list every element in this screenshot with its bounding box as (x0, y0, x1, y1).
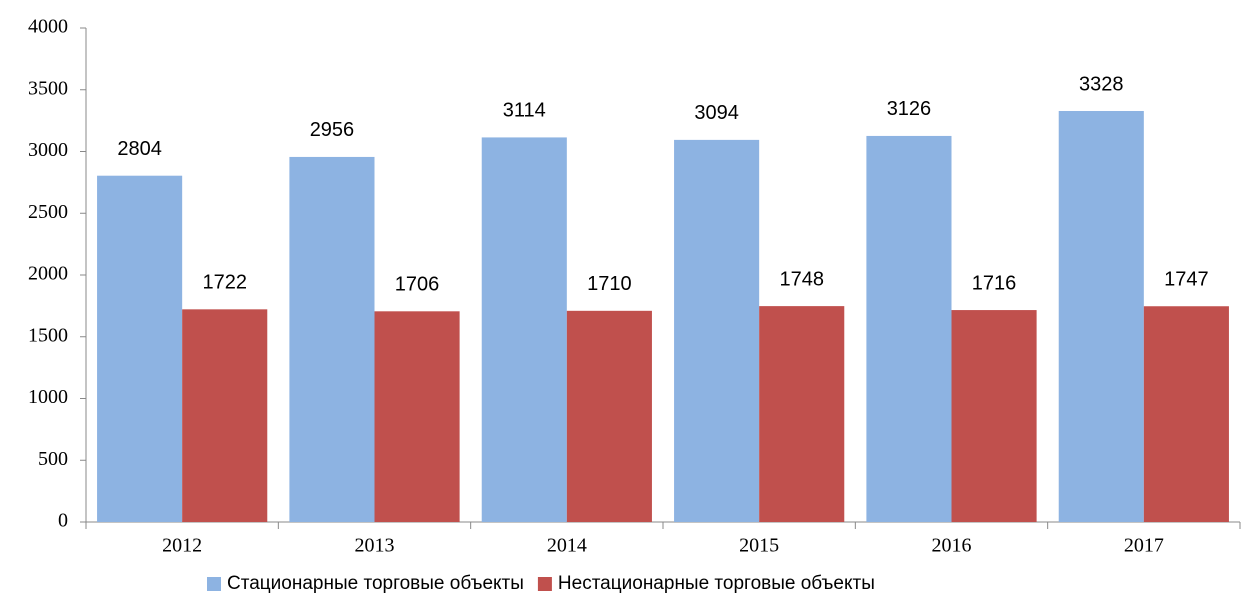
data-label: 3094 (694, 102, 739, 124)
data-label: 1710 (587, 273, 632, 295)
y-tick-label: 500 (38, 448, 68, 470)
x-tick-label: 2016 (932, 535, 972, 557)
y-tick-label: 2500 (28, 201, 68, 223)
y-tick-label: 1500 (28, 324, 68, 346)
bar (97, 175, 183, 522)
data-label: 1706 (395, 274, 440, 296)
bar (1058, 110, 1144, 522)
data-label: 1748 (779, 268, 824, 290)
data-label: 3126 (887, 98, 932, 120)
data-label: 1747 (1164, 269, 1209, 291)
bar (481, 137, 567, 522)
x-tick-label: 2017 (1124, 535, 1164, 557)
bar (951, 310, 1037, 522)
legend-label: Стационарные торговые объекты (227, 573, 524, 594)
bar (289, 156, 375, 522)
bar (674, 139, 760, 523)
data-label: 1716 (972, 272, 1017, 294)
data-label: 3328 (1079, 73, 1124, 95)
data-label: 1722 (202, 272, 247, 294)
y-tick-label: 2000 (28, 263, 68, 285)
bar (182, 309, 268, 522)
x-tick-label: 2015 (739, 535, 779, 557)
legend-swatch (537, 577, 552, 591)
data-label: 2956 (310, 119, 355, 141)
data-label: 2804 (117, 138, 162, 160)
y-tick-label: 1000 (28, 386, 68, 408)
y-tick-label: 0 (58, 510, 68, 532)
bar (759, 306, 845, 522)
legend-label: Нестационарные торговые объекты (558, 573, 875, 594)
bar (374, 311, 460, 522)
y-tick-label: 3500 (28, 77, 68, 99)
y-tick-label: 3000 (28, 139, 68, 161)
x-tick-label: 2013 (355, 535, 395, 557)
legend-swatch (207, 577, 221, 591)
y-tick-label: 4000 (28, 16, 68, 38)
x-tick-label: 2012 (162, 535, 202, 557)
bar (1143, 306, 1229, 522)
bar (566, 310, 652, 522)
x-tick-label: 2014 (547, 535, 587, 557)
data-label: 3114 (503, 100, 546, 122)
bar (866, 135, 952, 522)
